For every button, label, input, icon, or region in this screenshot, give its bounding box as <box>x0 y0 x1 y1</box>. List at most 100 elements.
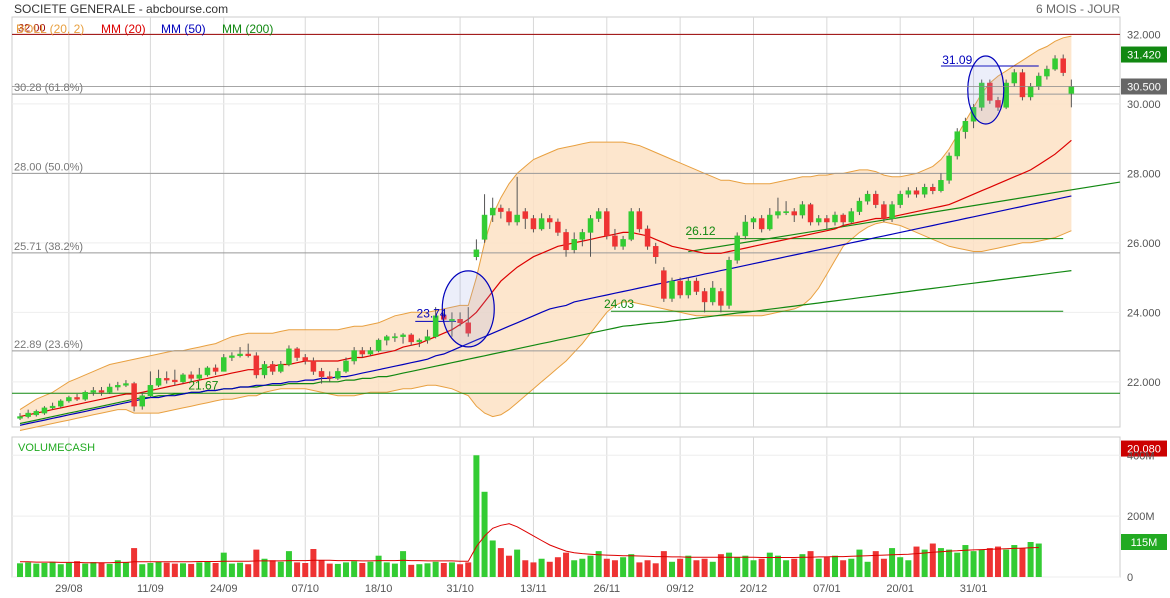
candle-body <box>856 200 863 212</box>
volume-badge-label: 115M <box>1131 537 1158 549</box>
candle-body <box>799 204 806 216</box>
volume-bar <box>351 561 358 577</box>
volume-bar <box>872 551 879 577</box>
volume-bar <box>228 563 235 577</box>
candle-body <box>905 190 912 195</box>
volume-bar <box>611 560 618 577</box>
volume-bar <box>1035 543 1042 577</box>
candle-body <box>155 378 162 386</box>
date-tick-label: 26/11 <box>593 583 620 595</box>
volume-bar <box>17 563 23 577</box>
candle-body <box>302 357 308 362</box>
candle-body <box>864 193 871 202</box>
candle-body <box>815 218 822 223</box>
volume-bar <box>774 555 781 577</box>
candle-body <box>163 378 170 381</box>
volume-bar <box>669 561 675 577</box>
candle-body <box>758 218 765 230</box>
candle-body <box>465 322 471 334</box>
date-tick-label: 20/12 <box>740 583 768 595</box>
candle-body <box>1019 72 1026 98</box>
volume-bar <box>693 560 700 577</box>
volume-bar <box>98 563 105 577</box>
candle-body <box>832 214 838 223</box>
volume-axis: 0 200M 400M 115M <box>1121 450 1167 584</box>
candle-body <box>473 249 480 257</box>
candle-body <box>873 193 879 205</box>
candle-body <box>172 379 178 383</box>
legend: BOLL (20, 2) MM (20) MM (50) MM (200) <box>16 22 273 36</box>
volume-bar <box>563 552 570 577</box>
fib-label: 25.71 (38.2%) <box>14 241 83 253</box>
volume-bar <box>245 564 252 577</box>
volume-bar <box>367 561 374 577</box>
candle-body <box>106 386 113 393</box>
candle-body <box>571 239 577 251</box>
price-badge-label: 20.080 <box>1127 444 1161 456</box>
candle-body <box>139 395 145 407</box>
volume-bar <box>1019 548 1026 577</box>
candle-body <box>1011 72 1018 84</box>
date-tick-label: 07/10 <box>291 583 319 595</box>
candle-body <box>693 280 700 292</box>
candle-body <box>677 280 683 296</box>
volume-bar <box>815 558 822 577</box>
candle-body <box>310 360 317 372</box>
volume-bar <box>571 560 578 577</box>
date-tick-label: 07/01 <box>813 583 841 595</box>
candle-body <box>921 187 928 195</box>
volume-bar <box>432 561 439 577</box>
candle-body <box>131 383 137 407</box>
volume-bar <box>33 563 40 577</box>
candle-body <box>767 214 773 230</box>
volume-bar <box>261 558 268 577</box>
candle-body <box>98 390 105 393</box>
candle-body <box>489 207 496 216</box>
candle-body <box>913 190 920 195</box>
volume-bar <box>334 563 341 577</box>
annotations: 21.67 23.74 24.03 26.12 31.09 <box>188 53 1005 392</box>
volume-bar <box>391 563 398 577</box>
price-badges: 31.420 30.500 20.080 <box>12 46 1167 457</box>
candle-body <box>449 319 455 322</box>
bollinger-fill <box>20 36 1072 431</box>
candle-body <box>1044 68 1050 77</box>
candle-body <box>326 376 333 379</box>
candle-body <box>669 280 675 299</box>
volume-bar <box>318 560 325 577</box>
candle-body <box>1068 86 1075 94</box>
candle-body <box>636 211 643 230</box>
candle-body <box>612 235 618 247</box>
volume-bar <box>946 549 953 577</box>
candle-body <box>25 412 31 417</box>
volume-bar <box>628 554 635 577</box>
level-annotation: 31.09 <box>942 53 972 67</box>
volume-bar <box>74 561 81 577</box>
volume-bar <box>807 551 814 577</box>
volume-bar <box>171 563 178 577</box>
candle-body <box>750 218 757 223</box>
volume-bar <box>220 552 227 577</box>
candle-body <box>661 270 667 299</box>
candle-body <box>343 360 349 372</box>
volume-bar <box>636 562 643 577</box>
volume-bar <box>791 558 798 577</box>
candle-body <box>318 371 325 377</box>
candle-body <box>742 221 749 237</box>
volume-bar <box>82 563 89 577</box>
volume-bar <box>310 549 317 577</box>
candle-body <box>889 204 895 219</box>
date-tick-label: 13/11 <box>520 583 547 595</box>
price-tick-label: 26.000 <box>1127 238 1161 250</box>
price-tick-label: 28.000 <box>1127 168 1161 180</box>
candle-body <box>628 211 634 240</box>
volume-bar <box>204 561 211 577</box>
volume-bar <box>506 555 512 577</box>
candle-body <box>824 218 830 223</box>
candle-body <box>237 353 243 357</box>
volume-bar <box>913 546 920 577</box>
legend-mm50: MM (50) <box>161 22 206 36</box>
price-badge <box>1121 46 1167 63</box>
candle-body <box>147 385 154 396</box>
candle-body <box>954 131 960 157</box>
